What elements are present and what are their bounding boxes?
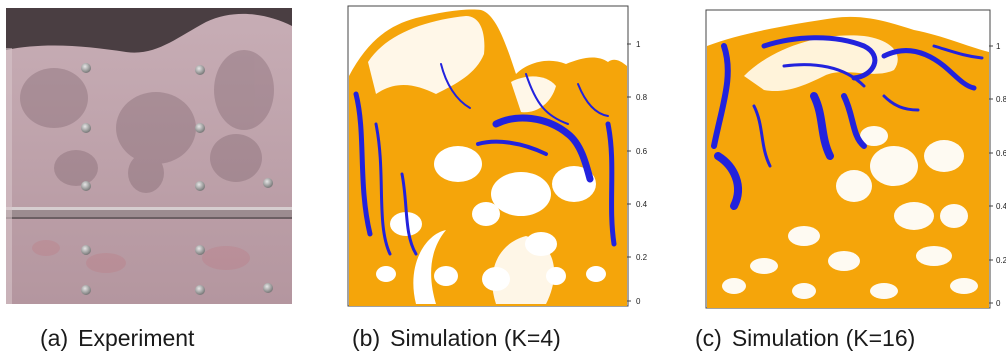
caption-text: Simulation (K=16) [731, 325, 916, 351]
wall-surface [6, 13, 292, 304]
y-tick-label: 1 [636, 40, 641, 49]
simulation-plot: 0 0.2 0.4 0.6 0.8 1 [346, 4, 656, 310]
caption-label: (b) [352, 325, 381, 351]
panel-simulation-k4: 0 0.2 0.4 0.6 0.8 1 [346, 4, 656, 310]
panel-simulation-k16: 0 0.2 0.4 0.6 0.8 1 [704, 6, 1006, 312]
y-tick-label: 0.2 [996, 256, 1006, 265]
y-tick-label: 0.8 [636, 93, 648, 102]
caption-simulation-k4: (b) Simulation (K=4) [352, 325, 561, 352]
y-tick-label: 0 [636, 297, 641, 306]
y-tick-label: 0 [996, 299, 1001, 308]
caption-text: Experiment [78, 325, 195, 351]
caption-simulation-k16: (c) Simulation (K=16) [695, 325, 915, 352]
y-tick-label: 0.4 [996, 202, 1006, 211]
bolt-icons [81, 63, 273, 295]
caption-text: Simulation (K=4) [390, 325, 561, 351]
caption-label: (c) [695, 325, 722, 351]
caption-experiment: (a) Experiment [40, 325, 194, 352]
experiment-photo [6, 8, 292, 304]
y-tick-label: 0.2 [636, 253, 648, 262]
y-tick-label: 0.8 [996, 95, 1006, 104]
caption-label: (a) [40, 325, 69, 351]
y-tick-label: 0.6 [636, 147, 648, 156]
panel-experiment [6, 8, 292, 304]
y-tick-label: 0.6 [996, 149, 1006, 158]
y-tick-label: 0.4 [636, 200, 648, 209]
y-tick-label: 1 [996, 42, 1001, 51]
simulation-plot: 0 0.2 0.4 0.6 0.8 1 [704, 6, 1006, 312]
